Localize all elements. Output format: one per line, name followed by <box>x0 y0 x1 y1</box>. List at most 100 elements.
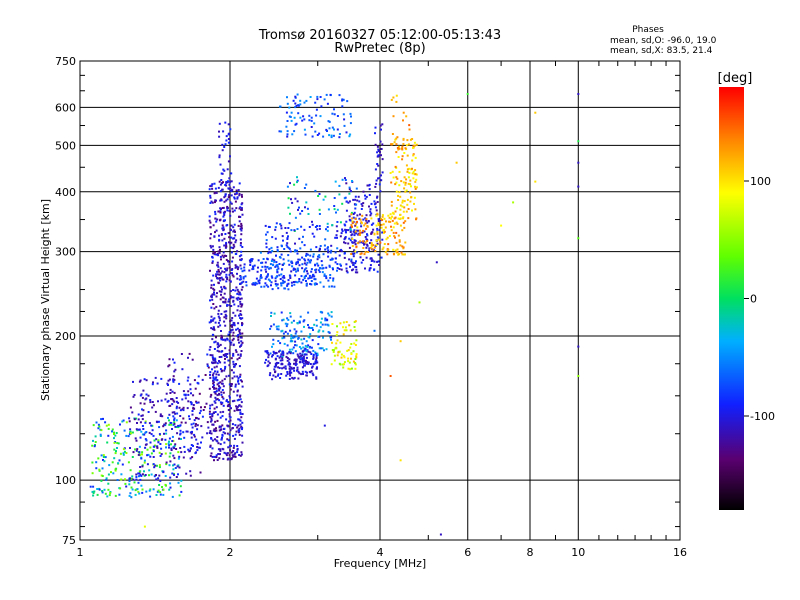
phase-point <box>250 258 253 261</box>
phase-point <box>210 279 213 282</box>
phase-point <box>512 201 515 204</box>
phase-point <box>320 105 323 108</box>
phase-point <box>290 119 293 122</box>
y-tick-label: 750 <box>55 55 76 68</box>
phase-point <box>320 347 323 350</box>
phase-point <box>295 104 298 107</box>
phase-point <box>184 397 187 400</box>
phase-point <box>326 102 329 105</box>
phase-point <box>270 325 273 328</box>
phase-point <box>221 401 224 404</box>
phase-point <box>219 218 222 221</box>
phase-point <box>390 143 393 146</box>
phase-point <box>221 433 224 436</box>
phase-point <box>289 277 292 279</box>
phase-point <box>405 189 408 192</box>
phase-point <box>224 367 226 370</box>
phase-point <box>296 281 299 284</box>
phase-point <box>141 491 144 494</box>
phase-point <box>218 385 220 388</box>
phase-point <box>277 366 280 369</box>
phase-point <box>221 207 224 209</box>
phase-point <box>281 319 284 322</box>
phase-point <box>218 246 221 249</box>
phase-point <box>341 105 344 108</box>
phase-point <box>171 403 174 406</box>
phase-point <box>276 355 279 358</box>
phase-point <box>294 96 297 99</box>
phase-point <box>298 237 301 240</box>
phase-point <box>327 312 330 315</box>
phase-point <box>239 216 242 218</box>
phase-point <box>213 328 216 331</box>
phase-point <box>216 394 219 397</box>
phase-point <box>321 347 324 350</box>
phase-point <box>238 418 241 421</box>
phase-point <box>92 492 95 494</box>
phase-point <box>131 431 134 434</box>
phase-point <box>137 490 140 493</box>
phase-point <box>227 260 229 262</box>
phase-point <box>281 268 284 271</box>
phase-point <box>233 197 236 200</box>
phase-point <box>229 343 232 346</box>
phase-point <box>355 203 358 206</box>
phase-point <box>348 246 351 249</box>
phase-point <box>232 226 235 229</box>
phase-point <box>229 320 232 323</box>
phase-point <box>193 435 196 438</box>
phase-point <box>359 231 362 234</box>
phase-point <box>301 342 304 345</box>
phase-point <box>338 193 341 196</box>
phase-point <box>138 454 141 457</box>
phase-point <box>344 230 347 233</box>
phase-point <box>237 338 240 341</box>
phase-point <box>107 482 110 485</box>
phase-point <box>213 327 215 330</box>
phase-point <box>145 439 148 442</box>
phase-point <box>276 328 279 331</box>
phase-point <box>340 356 343 359</box>
phase-point <box>138 475 140 478</box>
phase-point <box>356 242 359 245</box>
phase-point <box>253 264 256 267</box>
phase-point <box>335 342 338 345</box>
phase-point <box>300 275 303 278</box>
phase-point <box>209 185 212 188</box>
phase-point <box>219 163 222 166</box>
phase-point <box>329 274 332 276</box>
phase-point <box>397 148 400 151</box>
phase-point <box>358 217 361 220</box>
phase-point <box>224 121 227 124</box>
phase-point <box>365 195 368 198</box>
phase-point <box>397 217 400 220</box>
phase-point <box>220 338 223 341</box>
phase-point <box>214 438 216 441</box>
phase-point <box>155 438 158 441</box>
phase-point <box>221 389 224 391</box>
phase-point <box>219 343 222 346</box>
phase-point <box>296 369 298 372</box>
phase-point <box>284 330 287 333</box>
phase-point <box>373 268 375 271</box>
phase-point <box>309 248 312 251</box>
phase-point <box>215 273 218 276</box>
phase-point <box>170 398 173 401</box>
phase-point <box>380 128 382 131</box>
phase-point <box>151 383 154 386</box>
phase-point <box>408 167 411 170</box>
phase-point <box>222 385 225 388</box>
phase-point <box>349 231 352 233</box>
phase-point <box>331 323 334 325</box>
phase-point <box>228 420 231 423</box>
phase-point <box>314 278 317 281</box>
phase-point <box>380 179 383 182</box>
phase-point <box>284 367 287 370</box>
phase-point <box>280 253 283 256</box>
phase-point <box>240 259 243 262</box>
phase-point <box>194 387 197 390</box>
phase-point <box>215 229 218 232</box>
phase-point <box>239 293 242 296</box>
phase-point <box>242 280 245 283</box>
